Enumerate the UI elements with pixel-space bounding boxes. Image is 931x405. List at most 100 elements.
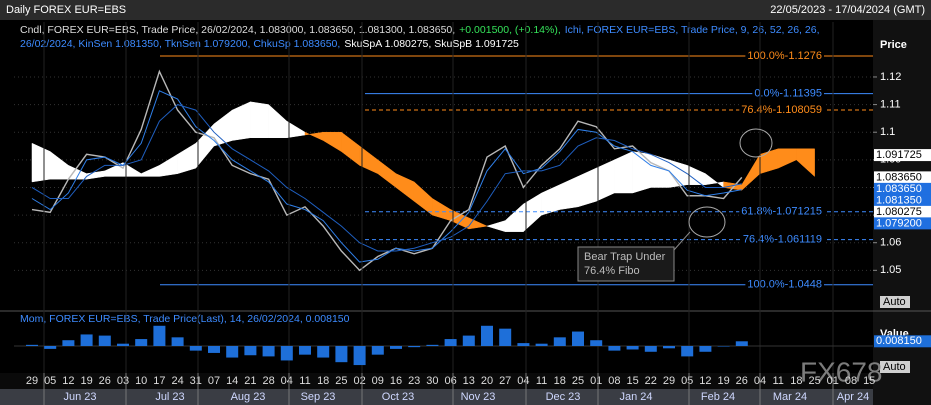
x-tick-label: 05 [681, 375, 693, 387]
month-label: Oct 23 [382, 391, 414, 403]
momentum-bar [135, 339, 148, 346]
price-label: 1.080275 [876, 206, 922, 218]
value-label-box [874, 335, 931, 348]
y-tick-label: 1.11 [880, 98, 901, 110]
x-tick-label: 28 [262, 375, 274, 387]
cloud-segment [650, 153, 670, 188]
momentum-bar [189, 346, 202, 351]
price-label-box [874, 194, 931, 207]
momentum-bar [444, 339, 457, 346]
momentum-bar [117, 343, 129, 346]
x-tick-label: 12 [699, 375, 711, 387]
momentum-bar [280, 346, 293, 361]
momentum-bar [262, 346, 275, 357]
legend-line-2: 26/02/2024, KinSen 1.081350, TknSen 1.07… [20, 38, 519, 50]
x-tick-label: 18 [790, 375, 802, 387]
month-label: Aug 23 [231, 391, 266, 403]
x-tick-label: 25 [572, 375, 584, 387]
auto-button[interactable] [880, 361, 910, 373]
x-tick-label: 15 [863, 375, 875, 387]
price-label: 1.091725 [876, 149, 922, 161]
auto-button[interactable] [880, 296, 910, 308]
month-label: Sep 23 [301, 391, 336, 403]
momentum-bar [535, 343, 548, 346]
x-tick-label: 11 [536, 375, 547, 387]
momentum-bar [335, 346, 348, 363]
x-tick-label: 29 [663, 375, 675, 387]
price-label: 1.079200 [876, 217, 922, 229]
momentum-bar [98, 335, 111, 346]
month-label: Jan 24 [619, 391, 652, 403]
price-label-box [874, 182, 931, 195]
momentum-bar [735, 341, 748, 346]
auto-label[interactable]: Auto [883, 296, 906, 308]
price-label-box [874, 171, 931, 184]
auto-label[interactable]: Auto [883, 361, 906, 373]
y-tick-label: 1.1 [880, 126, 895, 138]
price-label-box [874, 217, 931, 230]
legend-line-1: Cndl, FOREX EUR=EBS, Trade Price, 26/02/… [20, 24, 820, 36]
legend-ichi-values: 26/02/2024, KinSen 1.081350, TknSen 1.07… [20, 38, 340, 50]
ichimoku-line [31, 90, 742, 263]
month-label: Jul 23 [155, 391, 184, 403]
momentum-bar [626, 346, 639, 350]
fib-label-bg [740, 233, 824, 246]
x-tick-label: 29 [26, 375, 38, 387]
momentum-bar [699, 346, 712, 352]
x-tick-label: 10 [135, 375, 147, 387]
x-tick-label: 15 [626, 375, 638, 387]
x-tick-label: 17 [153, 375, 165, 387]
y-tick-label: 1.12 [880, 71, 901, 83]
x-tick-label: 30 [426, 375, 438, 387]
momentum-bar [353, 346, 366, 366]
momentum-bar [244, 346, 257, 356]
month-label: Feb 24 [701, 391, 735, 403]
x-tick-label: 06 [444, 375, 456, 387]
x-tick-label: 26 [736, 375, 748, 387]
momentum-bar [26, 344, 38, 346]
x-tick-label: 11 [772, 375, 783, 387]
y-tick-label: 1.05 [880, 264, 901, 276]
momentum-bar [371, 346, 384, 355]
momentum-bar [317, 346, 330, 358]
cloud-segment [632, 151, 652, 194]
momentum-bar [208, 346, 220, 353]
x-tick-label: 12 [62, 375, 74, 387]
momentum-bar [590, 340, 603, 346]
cloud-segment [796, 148, 815, 177]
price-label: 1.083650 [876, 171, 922, 183]
x-tick-label: 08 [608, 375, 620, 387]
fib-label-bg [745, 49, 824, 62]
momentum-bar [62, 340, 75, 346]
momentum-bar [44, 346, 57, 349]
price-label: 1.083650 [876, 183, 922, 195]
month-label: Nov 23 [461, 391, 496, 403]
annotation-line: Bear Trap Under [584, 251, 666, 263]
x-tick-label: 21 [244, 375, 256, 387]
momentum-bar [80, 334, 93, 346]
x-tick-label: 04 [517, 375, 529, 387]
fib-label-bg [752, 87, 824, 100]
x-tick-label: 14 [226, 375, 238, 387]
highlight-circle [688, 206, 726, 238]
month-label: Jun 23 [63, 391, 96, 403]
x-tick-label: 07 [208, 375, 220, 387]
x-tick-label: 18 [554, 375, 566, 387]
plot: 1.051.061.071.081.091.11.111.12100.0%-1.… [14, 22, 931, 373]
ichimoku-line [31, 104, 742, 252]
x-tick-label: 11 [299, 375, 310, 387]
legend-main: Cndl, FOREX EUR=EBS, Trade Price, 26/02/… [20, 24, 455, 36]
cloud-segment [250, 101, 269, 138]
x-tick-label: 04 [281, 375, 293, 387]
value-label: 0.008150 [876, 335, 922, 347]
fib-label: 76.4%-1.108059 [741, 104, 822, 116]
x-tick-label: 25 [808, 375, 820, 387]
price-label: 1.081350 [876, 194, 922, 206]
momentum-bar [663, 346, 675, 349]
month-row [0, 389, 873, 405]
highlight-circle [739, 128, 773, 158]
annotation-box [577, 246, 675, 282]
x-tick-label: 19 [717, 375, 729, 387]
momentum-bar [572, 331, 584, 346]
